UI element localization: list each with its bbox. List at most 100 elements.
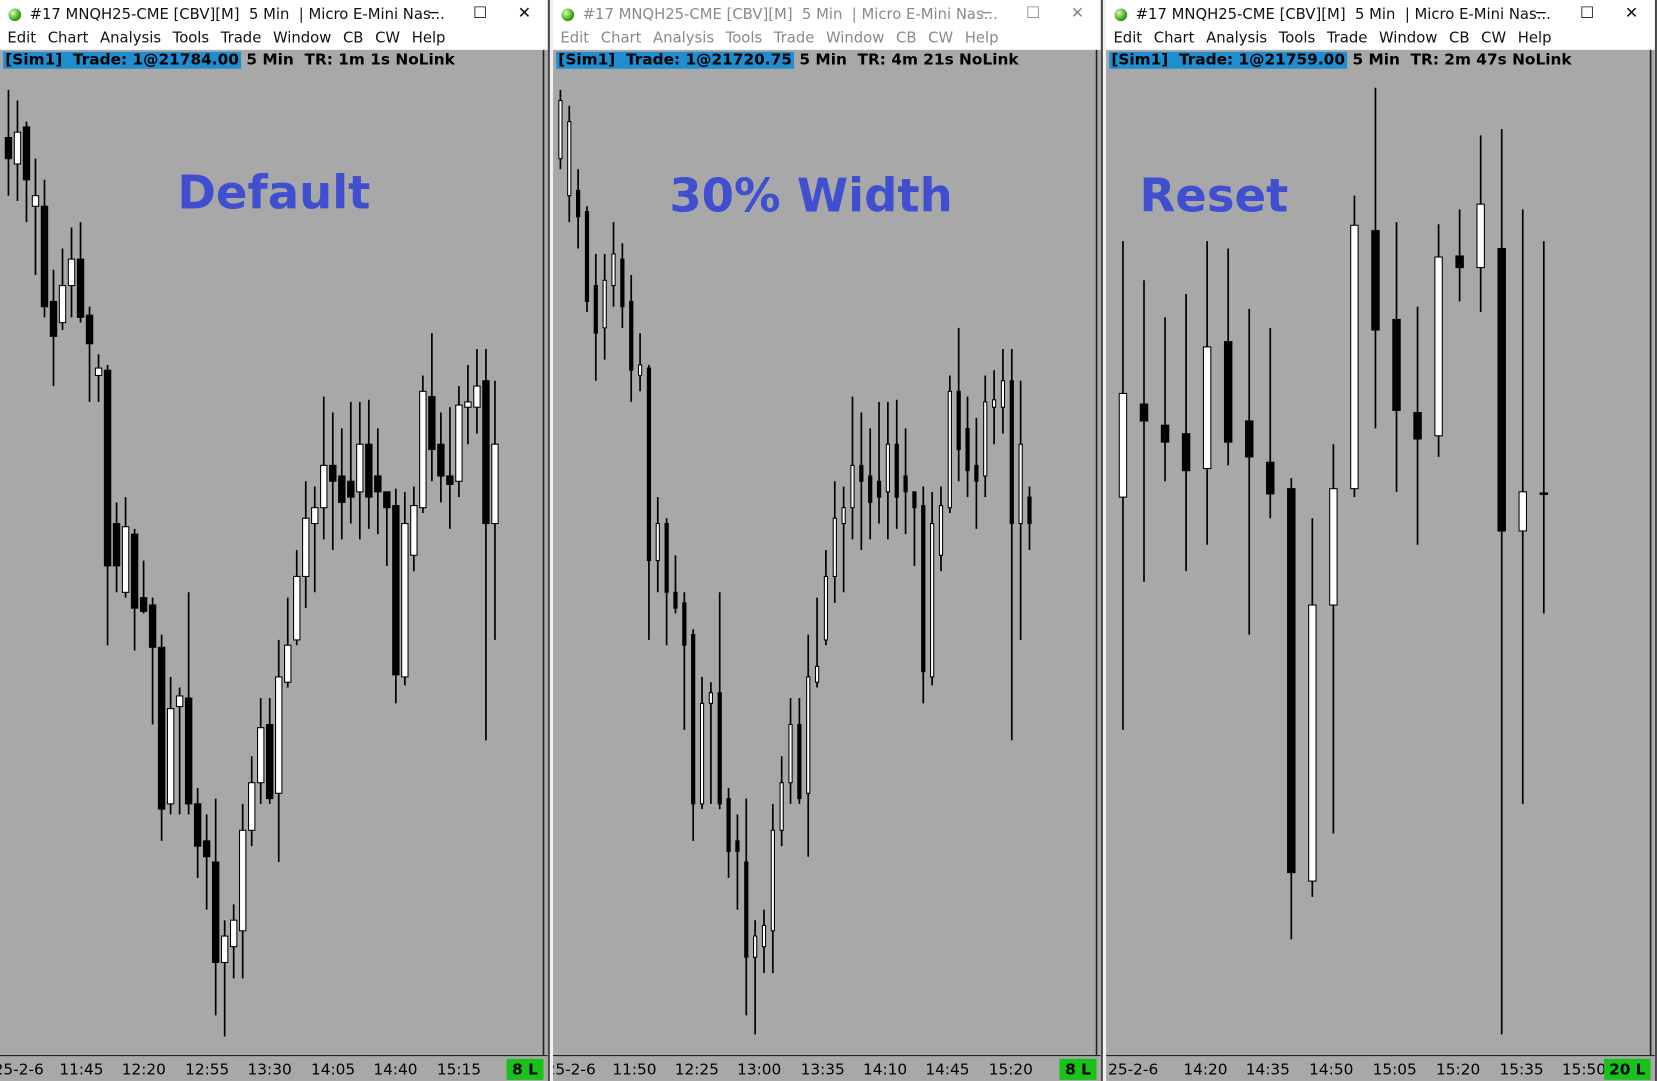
menu-item[interactable]: Window xyxy=(1378,29,1438,47)
menu-item[interactable]: Chart xyxy=(47,29,89,47)
candle-body xyxy=(646,367,652,562)
candle-body xyxy=(921,505,926,673)
menu-item[interactable]: Tools xyxy=(1278,29,1316,47)
candle-body xyxy=(13,131,22,165)
title-bar: #17 MNQH25-CME [CBV][M] 5 Min | Micro E-… xyxy=(1106,0,1655,30)
menu-item[interactable]: CB xyxy=(342,29,364,47)
menu-item[interactable]: Analysis xyxy=(100,29,162,47)
menu-item[interactable]: Chart xyxy=(1153,29,1195,47)
menu-item[interactable]: CW xyxy=(375,29,401,47)
menu-item[interactable]: Window xyxy=(272,29,332,47)
maximize-button[interactable]: ☐ xyxy=(472,3,488,23)
candle-body xyxy=(850,464,855,509)
candle-body xyxy=(157,646,166,810)
candle-body xyxy=(148,604,157,648)
candle-body xyxy=(611,253,616,287)
menu-item[interactable]: Help xyxy=(411,29,446,47)
title-bar: #17 MNQH25-CME [CBV][M] 5 Min | Micro E-… xyxy=(0,0,548,30)
candle-body xyxy=(1139,403,1149,422)
time-label: 13:00 xyxy=(737,1061,781,1079)
menu-item[interactable]: Tools xyxy=(172,29,210,47)
candle-body xyxy=(121,526,130,593)
candle-body xyxy=(1497,248,1506,532)
time-label: 11:50 xyxy=(612,1061,656,1079)
menu-item[interactable]: Tools xyxy=(725,29,763,47)
candle-body xyxy=(1266,461,1275,495)
chart-window: #17 MNQH25-CME [CBV][M] 5 Min | Micro E-… xyxy=(553,0,1103,1081)
candle-body xyxy=(806,676,811,794)
minimize-button[interactable]: ─ xyxy=(981,3,992,23)
menu-item[interactable]: CW xyxy=(928,29,954,47)
window-title: #17 MNQH25-CME [CBV][M] 5 Min | Micro E-… xyxy=(1135,6,1551,24)
close-button[interactable]: ✕ xyxy=(1624,3,1639,23)
menu-item[interactable]: Analysis xyxy=(653,29,715,47)
candle-body xyxy=(85,314,94,345)
candle-body xyxy=(956,390,961,451)
time-label: 12:20 xyxy=(122,1061,166,1079)
candle-body xyxy=(1455,255,1464,269)
candle-body xyxy=(58,285,67,324)
candle-body xyxy=(761,924,767,948)
candle-body xyxy=(593,285,598,334)
time-label: 11:45 xyxy=(59,1061,103,1079)
candle-body xyxy=(130,533,139,609)
candle-body xyxy=(302,517,310,577)
candle-body xyxy=(238,829,247,932)
menu-item[interactable]: CB xyxy=(1449,29,1470,47)
minimize-button[interactable]: ─ xyxy=(428,3,439,23)
minimize-button[interactable]: ─ xyxy=(1535,3,1546,23)
time-label: 15:15 xyxy=(437,1061,481,1079)
candle-body xyxy=(1350,224,1359,490)
status-line: [Sim1] Trade: 1@21784.00 5 Min TR: 1m 1s… xyxy=(3,51,455,70)
candle-body xyxy=(112,523,121,567)
candle-body xyxy=(823,575,829,641)
candle-body xyxy=(868,475,873,503)
candle-body xyxy=(229,919,238,948)
candle-body xyxy=(903,475,908,493)
candle-body xyxy=(1329,488,1338,606)
candle-body xyxy=(419,390,427,509)
menu-item[interactable]: Help xyxy=(964,29,999,47)
time-label: 14:35 xyxy=(1246,1061,1290,1079)
account-trade: [Sim1] Trade: 1@21784.00 xyxy=(3,51,242,69)
candle-body xyxy=(832,517,837,577)
candle-body xyxy=(1000,380,1006,408)
maximize-button[interactable]: ☐ xyxy=(1580,3,1595,23)
candle-body xyxy=(691,634,696,805)
chart-window: #17 MNQH25-CME [CBV][M] 5 Min | Micro E-… xyxy=(0,0,550,1081)
menu-item[interactable]: Trade xyxy=(773,29,815,47)
chart-window: #17 MNQH25-CME [CBV][M] 5 Min | Micro E-… xyxy=(1106,0,1657,1081)
time-label: 13:35 xyxy=(801,1061,845,1079)
candle-body xyxy=(67,258,76,287)
bar-count-badge xyxy=(1059,1058,1097,1080)
window-title: #17 MNQH25-CME [CBV][M] 5 Min | Micro E-… xyxy=(582,6,998,24)
time-label: 25-2-6 xyxy=(553,1061,596,1079)
menu-item[interactable]: Trade xyxy=(220,29,262,47)
menu-item[interactable]: Analysis xyxy=(1206,29,1268,47)
menu-item[interactable]: Edit xyxy=(560,29,590,47)
candle-body xyxy=(1413,411,1422,440)
candle-body xyxy=(49,300,58,337)
menu-item[interactable]: Help xyxy=(1517,29,1552,47)
menu-item[interactable]: Edit xyxy=(7,29,37,47)
candle-body xyxy=(1434,256,1443,437)
close-button[interactable]: ✕ xyxy=(517,3,532,23)
candle-body xyxy=(284,644,292,683)
close-button[interactable]: ✕ xyxy=(1070,3,1085,23)
menu-item[interactable]: Edit xyxy=(1113,29,1143,47)
candle-body xyxy=(974,464,979,482)
candle-body xyxy=(392,505,400,676)
candle-body xyxy=(202,840,211,858)
candle-body xyxy=(491,443,499,525)
menu-item[interactable]: Window xyxy=(825,29,885,47)
menu-item[interactable]: Trade xyxy=(1326,29,1368,47)
status-text: 5 Min TR: 4m 21s NoLink xyxy=(794,51,1019,69)
maximize-button[interactable]: ☐ xyxy=(1025,3,1041,23)
window-title: #17 MNQH25-CME [CBV][M] 5 Min | Micro E-… xyxy=(29,6,445,24)
candle-body xyxy=(437,443,445,477)
menu-item[interactable]: CB xyxy=(895,29,917,47)
candle-body xyxy=(473,385,481,408)
menu-item[interactable]: CW xyxy=(1481,29,1507,47)
menu-item[interactable]: Chart xyxy=(600,29,642,47)
candle-body xyxy=(797,723,802,800)
